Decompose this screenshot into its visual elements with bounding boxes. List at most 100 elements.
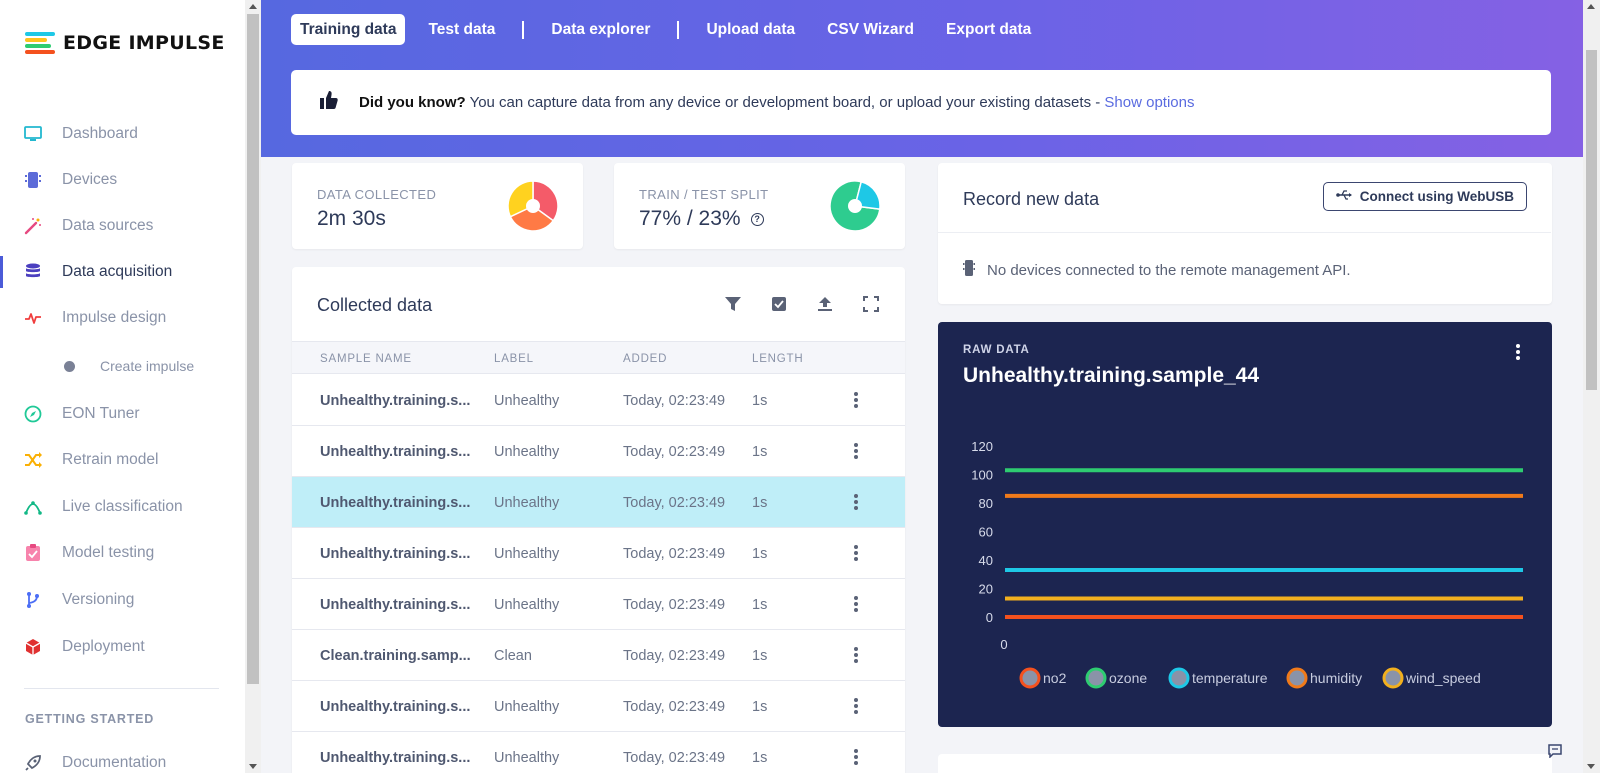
length-cell: 1s: [752, 597, 768, 613]
data-collected-card: DATA COLLECTED 2m 30s: [292, 163, 583, 249]
table-row[interactable]: Unhealthy.training.s... Unhealthy Today, 0…: [292, 528, 905, 579]
record-new-data-card: Record new data Connect using WebUSB No …: [938, 163, 1552, 304]
raw-data-card: RAW DATA Unhealthy.training.sample_44 12…: [938, 322, 1552, 727]
table-row[interactable]: Unhealthy.training.s... Unhealthy Today, 0…: [292, 681, 905, 732]
scroll-down-icon[interactable]: [1587, 764, 1595, 769]
raw-data-title: Unhealthy.training.sample_44: [963, 364, 1260, 387]
raw-data-menu-icon[interactable]: [1516, 344, 1520, 360]
sidebar-item-deployment[interactable]: Deployment: [0, 627, 245, 667]
legend-label-temperature[interactable]: temperature: [1192, 670, 1268, 686]
help-icon[interactable]: ?: [750, 212, 764, 226]
column-sample-name[interactable]: SAMPLE NAME: [320, 353, 412, 365]
upload-icon[interactable]: [816, 295, 834, 313]
row-menu-icon[interactable]: [854, 647, 858, 663]
record-divider: [938, 232, 1551, 233]
filter-icon[interactable]: [724, 295, 742, 313]
sidebar-scroll-thumb[interactable]: [247, 14, 259, 684]
sidebar-item-eon-tuner[interactable]: EON Tuner: [0, 394, 245, 434]
sidebar-item-label: Versioning: [62, 591, 135, 608]
legend-label-humidity[interactable]: humidity: [1310, 670, 1362, 686]
expand-icon[interactable]: [862, 295, 880, 313]
scroll-down-icon[interactable]: [249, 764, 257, 769]
tab-export-data[interactable]: Export data: [946, 20, 1032, 38]
main-scroll-thumb[interactable]: [1586, 50, 1597, 390]
length-cell: 1s: [752, 699, 768, 715]
legend-marker-ozone[interactable]: [1085, 667, 1107, 689]
y-tick-label: 60: [979, 525, 993, 540]
scroll-up-icon[interactable]: [1587, 4, 1595, 9]
dot-icon: [64, 360, 75, 372]
tab-data-explorer[interactable]: Data explorer: [551, 20, 651, 38]
collected-data-title: Collected data: [317, 295, 433, 315]
tab-test-data[interactable]: Test data: [428, 20, 496, 38]
added-cell: Today, 02:23:49: [623, 546, 726, 562]
show-options-link[interactable]: Show options: [1104, 94, 1195, 111]
length-cell: 1s: [752, 444, 768, 460]
tab-csv-wizard[interactable]: CSV Wizard: [827, 20, 915, 38]
table-row[interactable]: Unhealthy.training.s... Unhealthy Today, 0…: [292, 732, 905, 773]
select-checkbox-icon[interactable]: [770, 295, 788, 313]
row-menu-icon[interactable]: [854, 545, 858, 561]
column-label[interactable]: LABEL: [494, 353, 534, 365]
header-banner: Training data Test data Data explorer Up…: [261, 0, 1583, 157]
row-menu-icon[interactable]: [854, 494, 858, 510]
sidebar-item-retrain-model[interactable]: Retrain model: [0, 440, 245, 480]
sidebar-item-versioning[interactable]: Versioning: [0, 580, 245, 620]
column-length[interactable]: LENGTH: [752, 353, 804, 365]
main-scrollbar[interactable]: [1583, 0, 1600, 773]
tab-separator: [677, 20, 680, 39]
sample-name-cell: Unhealthy.training.s...: [320, 495, 471, 511]
length-cell: 1s: [752, 546, 768, 562]
row-menu-icon[interactable]: [854, 443, 858, 459]
tab-upload-data[interactable]: Upload data: [706, 20, 796, 38]
table-row[interactable]: Unhealthy.training.s... Unhealthy Today, 0…: [292, 477, 905, 528]
legend-label-wind_speed[interactable]: wind_speed: [1405, 670, 1481, 686]
legend-marker-temperature[interactable]: [1168, 667, 1190, 689]
sidebar-scrollbar[interactable]: [245, 0, 261, 773]
tab-training-data[interactable]: Training data: [291, 14, 406, 45]
table-row[interactable]: Unhealthy.training.s... Unhealthy Today, 0…: [292, 579, 905, 630]
sample-name-cell: Unhealthy.training.s...: [320, 393, 471, 409]
legend-marker-no2[interactable]: [1019, 667, 1041, 689]
y-tick-label: 40: [979, 553, 993, 568]
legend-marker-wind_speed[interactable]: [1382, 667, 1404, 689]
added-cell: Today, 02:23:49: [623, 648, 726, 664]
legend-label-ozone[interactable]: ozone: [1109, 670, 1147, 686]
added-cell: Today, 02:23:49: [623, 750, 726, 766]
sidebar-item-documentation[interactable]: Documentation: [0, 743, 245, 773]
sidebar-item-data-acquisition[interactable]: Data acquisition: [0, 252, 245, 292]
branch-icon: [24, 591, 42, 609]
scroll-up-icon[interactable]: [249, 4, 257, 9]
brand-logo[interactable]: EDGE IMPULSE: [25, 31, 225, 55]
row-menu-icon[interactable]: [854, 596, 858, 612]
feedback-icon[interactable]: [1547, 744, 1565, 760]
raw-data-label: RAW DATA: [963, 344, 1030, 356]
sidebar-item-create-impulse[interactable]: Create impulse: [0, 346, 245, 386]
table-row[interactable]: Unhealthy.training.s... Unhealthy Today, 0…: [292, 426, 905, 477]
sidebar-item-data-sources[interactable]: Data sources: [0, 206, 245, 246]
connect-webusb-button[interactable]: Connect using WebUSB: [1322, 182, 1527, 211]
table-row[interactable]: Clean.training.samp... Clean Today, 02:23:…: [292, 630, 905, 681]
train-test-split-donut: [829, 180, 881, 232]
row-menu-icon[interactable]: [854, 749, 858, 765]
sidebar-item-model-testing[interactable]: Model testing: [0, 533, 245, 573]
sidebar-item-dashboard[interactable]: Dashboard: [0, 114, 245, 154]
added-cell: Today, 02:23:49: [623, 699, 726, 715]
brand-name: EDGE IMPULSE: [63, 32, 225, 54]
legend-label-no2[interactable]: no2: [1043, 670, 1067, 686]
table-row[interactable]: Unhealthy.training.s... Unhealthy Today, 0…: [292, 375, 905, 426]
sidebar-item-label: Model testing: [62, 544, 155, 561]
data-collected-donut: [507, 180, 559, 232]
legend-marker-humidity[interactable]: [1286, 667, 1308, 689]
sidebar-item-label: Live classification: [62, 498, 183, 515]
sidebar-item-impulse-design[interactable]: Impulse design: [0, 298, 245, 338]
magic-wand-icon: [24, 217, 42, 235]
y-tick-label: 80: [979, 496, 993, 511]
sidebar-item-label: EON Tuner: [62, 405, 140, 422]
compass-icon: [24, 405, 42, 423]
row-menu-icon[interactable]: [854, 698, 858, 714]
column-added[interactable]: ADDED: [623, 353, 668, 365]
sidebar-item-devices[interactable]: Devices: [0, 160, 245, 200]
row-menu-icon[interactable]: [854, 392, 858, 408]
sidebar-item-live-classification[interactable]: Live classification: [0, 487, 245, 527]
